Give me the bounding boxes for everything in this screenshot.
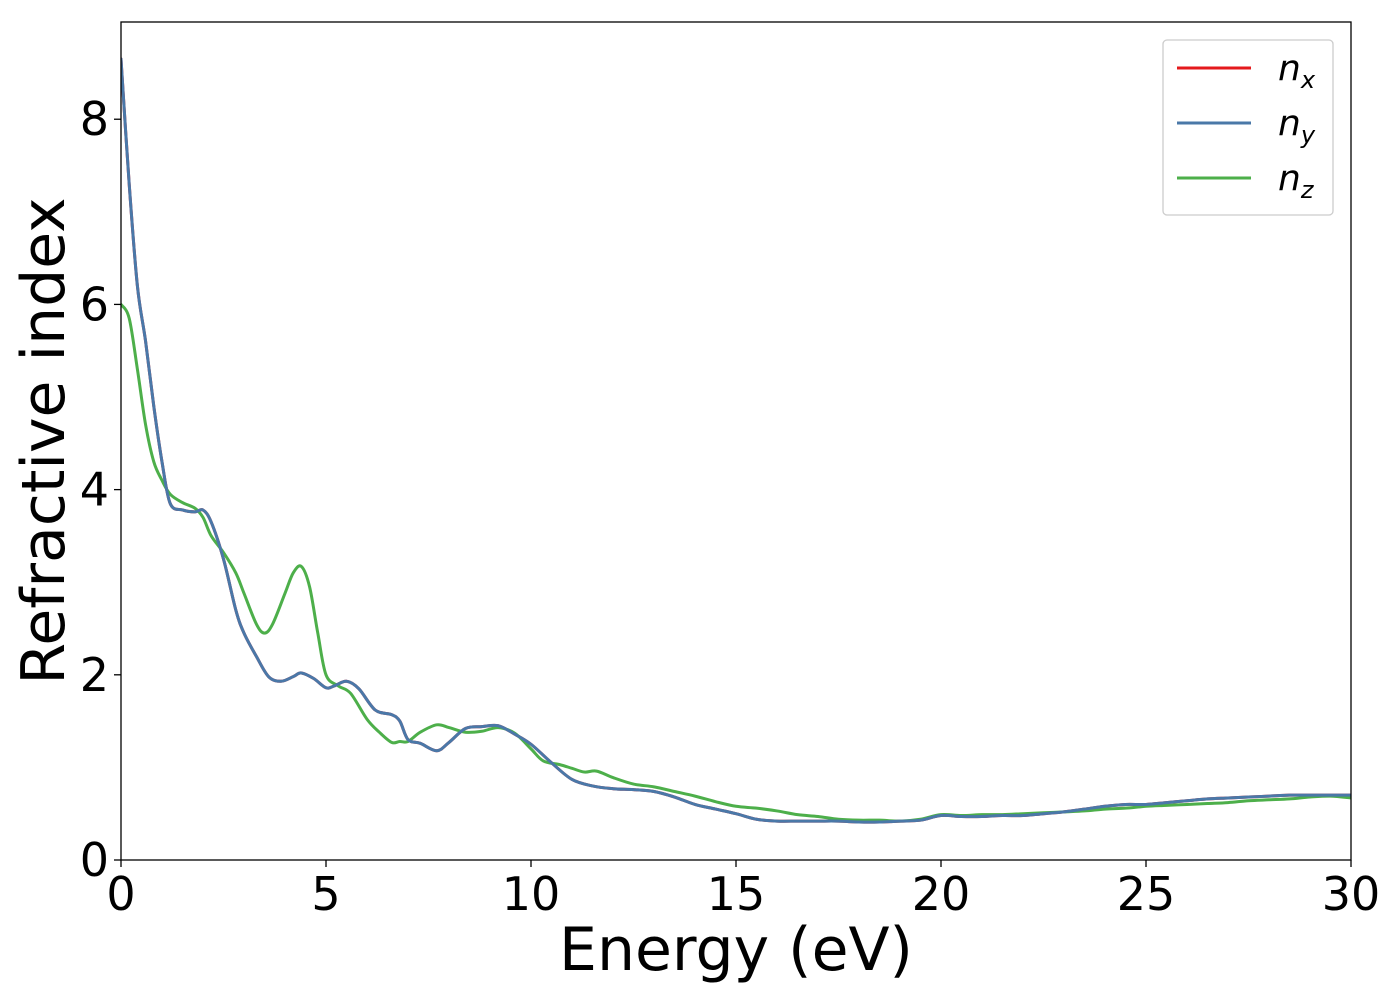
x-tick-label: 15	[707, 867, 766, 921]
plot-area	[121, 57, 1351, 824]
x-tick-label: 5	[311, 867, 340, 921]
y-tick-label: 2	[80, 648, 109, 702]
legend-label-nz: nz	[1278, 158, 1315, 204]
y-tick-label: 0	[80, 833, 109, 887]
y-tick-label: 8	[80, 92, 109, 146]
legend-subscript: y	[1300, 121, 1316, 149]
series-line-nz	[121, 302, 1351, 823]
legend-subscript: z	[1300, 176, 1315, 204]
x-tick-label: 25	[1117, 867, 1176, 921]
y-axis-title: Refractive index	[9, 197, 79, 684]
x-axis-title: Energy (eV)	[559, 915, 913, 985]
axes: 0 5 10 15 20 25 30 0 2 4 6 8 Energy (eV) Refractive i…	[9, 21, 1381, 985]
y-tick-label: 6	[80, 277, 109, 331]
legend-subscript: x	[1300, 66, 1316, 94]
x-tick-label: 10	[502, 867, 561, 921]
series-line-ny	[121, 57, 1351, 824]
y-tick-label: 4	[80, 463, 109, 517]
x-tick-label: 30	[1322, 867, 1381, 921]
x-tick-label: 20	[912, 867, 971, 921]
legend-box	[1162, 39, 1334, 216]
x-tick-label: 0	[106, 867, 135, 921]
